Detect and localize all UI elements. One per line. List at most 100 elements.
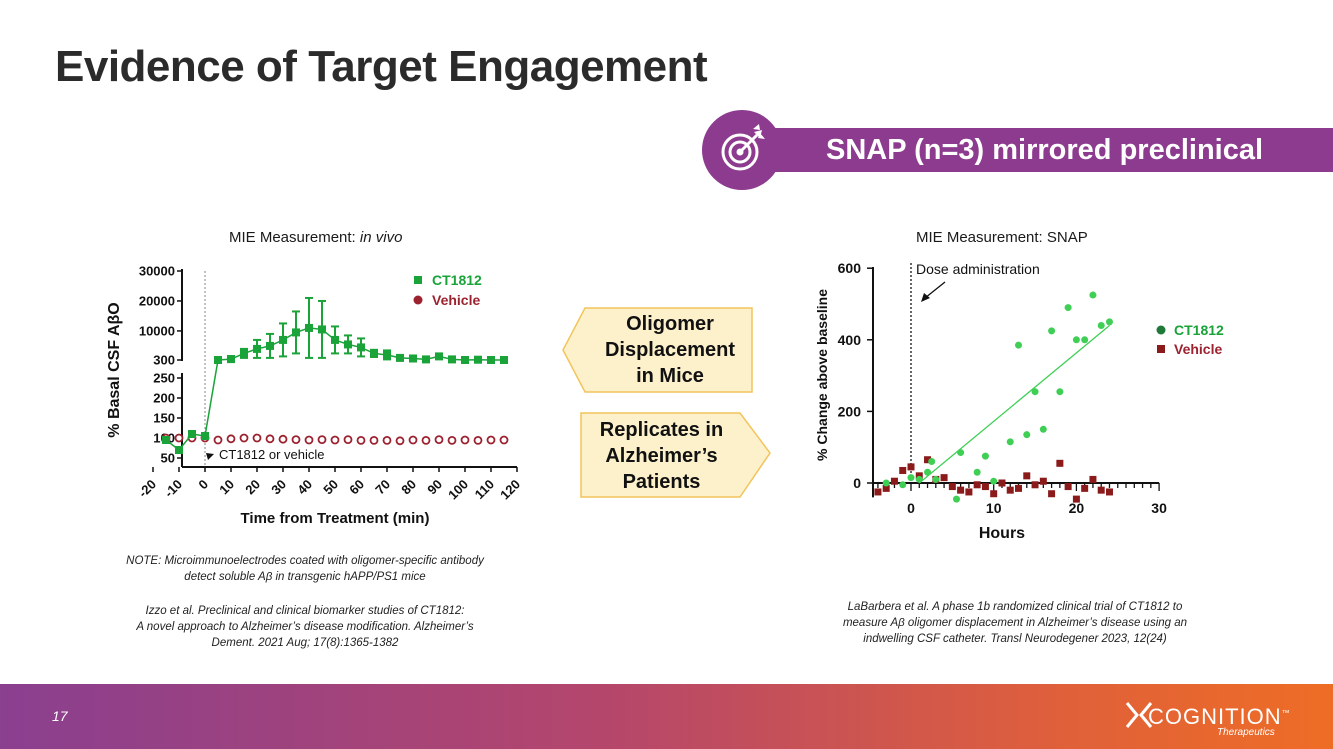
ct1812-point xyxy=(461,356,469,364)
ct1812-point xyxy=(915,475,923,483)
x-tick-label: 20 xyxy=(242,477,263,498)
vehicle-point xyxy=(1023,472,1031,480)
x-tick-label: 0 xyxy=(907,500,915,516)
legend-ct1812-marker xyxy=(1156,325,1166,335)
legend-ct1812-label: CT1812 xyxy=(432,272,482,288)
vehicle-point xyxy=(973,481,981,489)
left-callout-shape xyxy=(562,307,753,393)
ct1812-point xyxy=(924,468,932,476)
ct1812-point xyxy=(331,335,339,344)
x-tick-label: 10 xyxy=(986,500,1002,516)
vehicle-point xyxy=(278,434,288,444)
ct1812-point xyxy=(383,350,391,359)
x-tick-label: 0 xyxy=(195,477,211,493)
vehicle-point xyxy=(990,490,998,498)
vehicle-point xyxy=(213,435,223,445)
vehicle-point xyxy=(343,435,353,445)
x-tick-label: 60 xyxy=(346,477,367,498)
vehicle-point xyxy=(874,488,882,496)
ct1812-point xyxy=(409,354,417,363)
vehicle-point xyxy=(1006,486,1014,494)
vehicle-point xyxy=(907,463,915,471)
legend-vehicle-label: Vehicle xyxy=(1174,341,1222,357)
footer-bar xyxy=(0,684,1333,749)
y-tick-label: 20000 xyxy=(139,293,175,308)
ct1812-point xyxy=(344,340,352,349)
ct1812-point xyxy=(899,481,907,489)
right-callout-shape xyxy=(580,412,771,498)
vehicle-point xyxy=(1031,481,1039,489)
vehicle-point xyxy=(369,435,379,445)
cognition-logo-icon xyxy=(1125,702,1153,728)
y-tick-label: 200 xyxy=(838,403,862,419)
vehicle-point xyxy=(1072,495,1080,503)
cognition-logo-text: COGNITION™ xyxy=(1148,704,1291,729)
vehicle-point xyxy=(1105,488,1113,496)
vehicle-point xyxy=(395,436,405,446)
vehicle-point xyxy=(1056,459,1064,467)
y-tick-label: 600 xyxy=(838,260,862,276)
ct1812-point xyxy=(1081,336,1089,344)
ct1812-point xyxy=(396,353,404,362)
ct1812-point xyxy=(162,436,170,444)
y-tick-label: 50 xyxy=(161,451,175,466)
target-icon xyxy=(721,124,765,171)
x-tick-label: 20 xyxy=(1069,500,1085,516)
ct1812-point xyxy=(1097,321,1105,329)
ct1812-point xyxy=(1072,336,1080,344)
callouts xyxy=(562,307,771,498)
annotation-arrow xyxy=(206,453,214,460)
ct1812-point xyxy=(1031,388,1039,396)
vehicle-point xyxy=(304,435,314,445)
banner-text: SNAP (n=3) mirrored preclinical xyxy=(826,134,1264,166)
reference-izzo: Izzo et al. Preclinical and clinical bio… xyxy=(136,605,474,649)
ct1812-point xyxy=(422,355,430,364)
target-icon-badge xyxy=(702,110,782,190)
ct1812-point xyxy=(928,458,936,466)
x-tick-label: -10 xyxy=(161,477,185,501)
ct1812-point xyxy=(981,452,989,460)
ct1812-point xyxy=(952,495,960,503)
ct1812-point xyxy=(500,356,508,364)
ct1812-point xyxy=(214,356,222,364)
ct1812-point xyxy=(253,344,261,353)
x-axis-label: Hours xyxy=(979,525,1025,542)
note-text: NOTE: Microimmunoelectrodes coated with … xyxy=(126,555,484,583)
y-axis-label: % Change above baseline xyxy=(814,289,830,461)
vehicle-point xyxy=(356,435,366,445)
ct1812-point xyxy=(1015,341,1023,349)
ct1812-point xyxy=(973,468,981,476)
page-title: Evidence of Target Engagement xyxy=(55,42,708,91)
vehicle-point xyxy=(291,435,301,445)
vehicle-point xyxy=(1081,484,1089,492)
ct1812-point xyxy=(932,475,940,483)
vehicle-point xyxy=(265,434,275,444)
y-tick-label: 0 xyxy=(853,475,861,491)
y-tick-label: 30000 xyxy=(139,264,175,279)
ct1812-point xyxy=(188,430,196,438)
vehicle-point xyxy=(882,484,890,492)
vehicle-point xyxy=(473,435,483,445)
vehicle-point xyxy=(408,435,418,445)
ct1812-point xyxy=(227,355,235,364)
legend-vehicle-marker xyxy=(1157,345,1165,353)
vehicle-point xyxy=(434,435,444,445)
ct1812-point xyxy=(1064,304,1072,312)
legend-ct1812-marker xyxy=(414,276,422,284)
legend-vehicle-label: Vehicle xyxy=(432,292,480,308)
x-tick-label: 30 xyxy=(268,477,289,498)
x-tick-label: 90 xyxy=(424,477,445,498)
vehicle-point xyxy=(915,472,923,480)
x-tick-label: 40 xyxy=(294,477,315,498)
vehicle-point xyxy=(330,435,340,445)
vehicle-point xyxy=(890,477,898,485)
vehicle-point xyxy=(1048,490,1056,498)
vehicle-point xyxy=(998,479,1006,487)
vehicle-point xyxy=(981,483,989,491)
ct1812-point xyxy=(1048,327,1056,335)
left-callout-text: Oligomer Displacement in Mice xyxy=(604,313,736,387)
y-tick-label: 300 xyxy=(153,353,175,368)
x-tick-label: 70 xyxy=(372,477,393,498)
vehicle-point xyxy=(447,435,457,445)
x-tick-label: 10 xyxy=(216,477,237,498)
